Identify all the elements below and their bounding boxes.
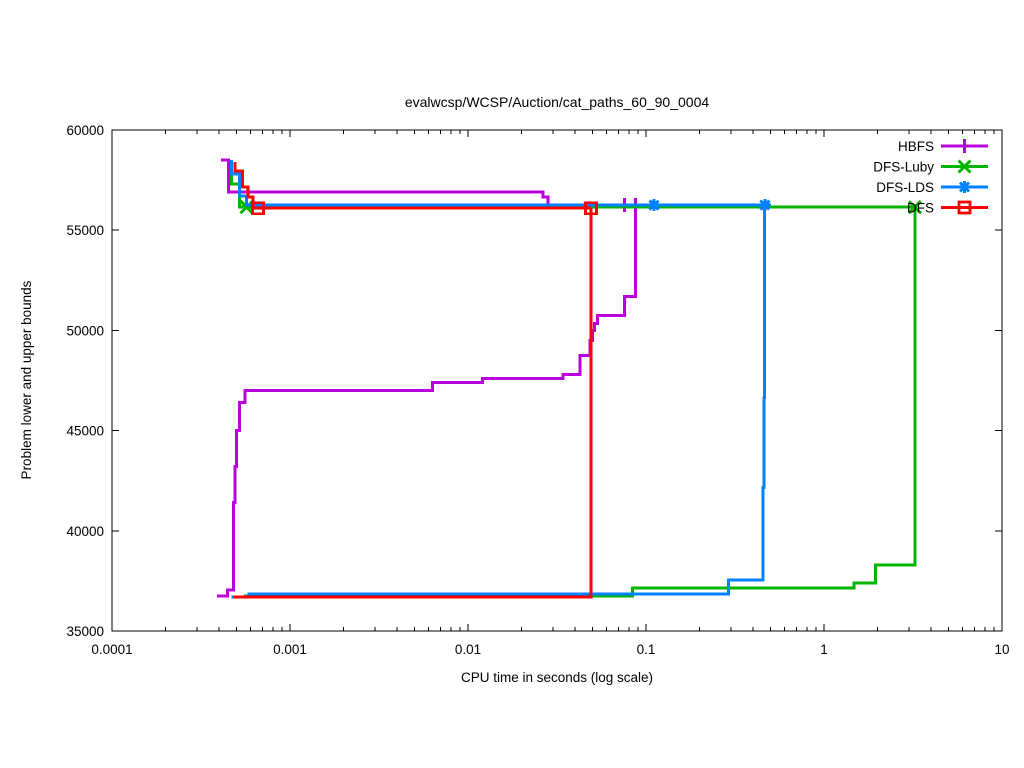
- legend-item-dfs-lds: DFS-LDS: [876, 180, 988, 195]
- series-dfs-lds-upper-bound-line: [230, 160, 766, 207]
- legend-item-dfs: DFS: [907, 201, 988, 216]
- legend-label: DFS: [907, 201, 934, 216]
- series-layer: [217, 158, 922, 599]
- x-tick-label: 0.0001: [91, 642, 132, 657]
- series-dfs-lds-star-marker: [648, 199, 661, 212]
- plot-border: [111, 129, 1003, 632]
- legend-cross-marker-icon: [957, 159, 972, 174]
- legend-item-hbfs: HBFS: [898, 139, 988, 154]
- series-dfs-luby-lower-bound-line: [243, 207, 917, 598]
- axes-frame: 0.0001 0.001 0.01 0.1 1 10 35000 40000 45000 5000…: [66, 123, 1009, 657]
- series-dfs-lds-star-marker-stroke: [759, 199, 771, 211]
- chart-title: evalwcsp/WCSP/Auction/cat_paths_60_90_00…: [405, 94, 710, 110]
- series-dfs-lds-star-marker: [758, 199, 771, 212]
- series-dfs-lower-bound-line: [233, 208, 593, 599]
- series-dfs-luby-cross-marker-stroke: [907, 200, 922, 215]
- y-tick-label: 45000: [66, 424, 104, 439]
- legend-square-marker-icon-stroke: [957, 200, 972, 215]
- series-hbfs-lower-bound-line: [217, 205, 638, 598]
- y-tick-label: 55000: [66, 223, 104, 238]
- legend-cross-marker-icon-stroke: [957, 159, 972, 174]
- series-dfs-square-marker: [584, 201, 598, 216]
- series-dfs-luby-upper-bound-line: [230, 160, 915, 209]
- x-tick-label: 10: [994, 642, 1009, 657]
- series-dfs-lds-lower-bound-line: [231, 205, 767, 599]
- series-dfs-luby-cross-marker: [907, 200, 922, 215]
- series-dfs-luby-cross-marker-stroke: [239, 200, 254, 215]
- legend-label: HBFS: [898, 139, 934, 154]
- series-dfs-square-marker: [250, 201, 265, 216]
- x-axis-label: CPU time in seconds (log scale): [461, 670, 653, 685]
- legend-label: DFS-LDS: [876, 180, 934, 195]
- x-tick-label: 0.01: [455, 642, 481, 657]
- legend-label: DFS-Luby: [873, 160, 934, 175]
- series-dfs-luby-cross-marker: [239, 200, 254, 215]
- labels-layer: evalwcsp/WCSP/Auction/cat_paths_60_90_00…: [19, 94, 709, 685]
- y-tick-label: 35000: [66, 624, 104, 639]
- series-dfs-upper-bound-line: [233, 162, 591, 210]
- y-axis-label: Problem lower and upper bounds: [19, 280, 34, 479]
- series-dfs-square-marker-stroke: [250, 201, 265, 216]
- x-tick-label: 0.1: [637, 642, 656, 657]
- y-tick-label: 60000: [66, 123, 104, 138]
- legend: HBFS DFS-Luby DFS-LDS DFS: [873, 139, 988, 216]
- x-tick-label: 0.001: [273, 642, 307, 657]
- legend-square-marker-icon: [957, 200, 972, 215]
- series-dfs-lds-star-marker-stroke: [648, 199, 660, 211]
- legend-star-marker-icon: [958, 181, 971, 193]
- y-tick-label: 40000: [66, 524, 104, 539]
- legend-plus-marker-icon: [957, 139, 972, 153]
- x-tick-label: 1: [820, 642, 828, 657]
- series-dfs-square-marker-stroke: [584, 201, 598, 216]
- legend-item-dfs-luby: DFS-Luby: [873, 159, 988, 175]
- y-tick-label: 50000: [66, 323, 104, 338]
- series-hbfs-upper-bound-line: [221, 158, 636, 207]
- legend-star-marker-icon-stroke: [958, 181, 971, 193]
